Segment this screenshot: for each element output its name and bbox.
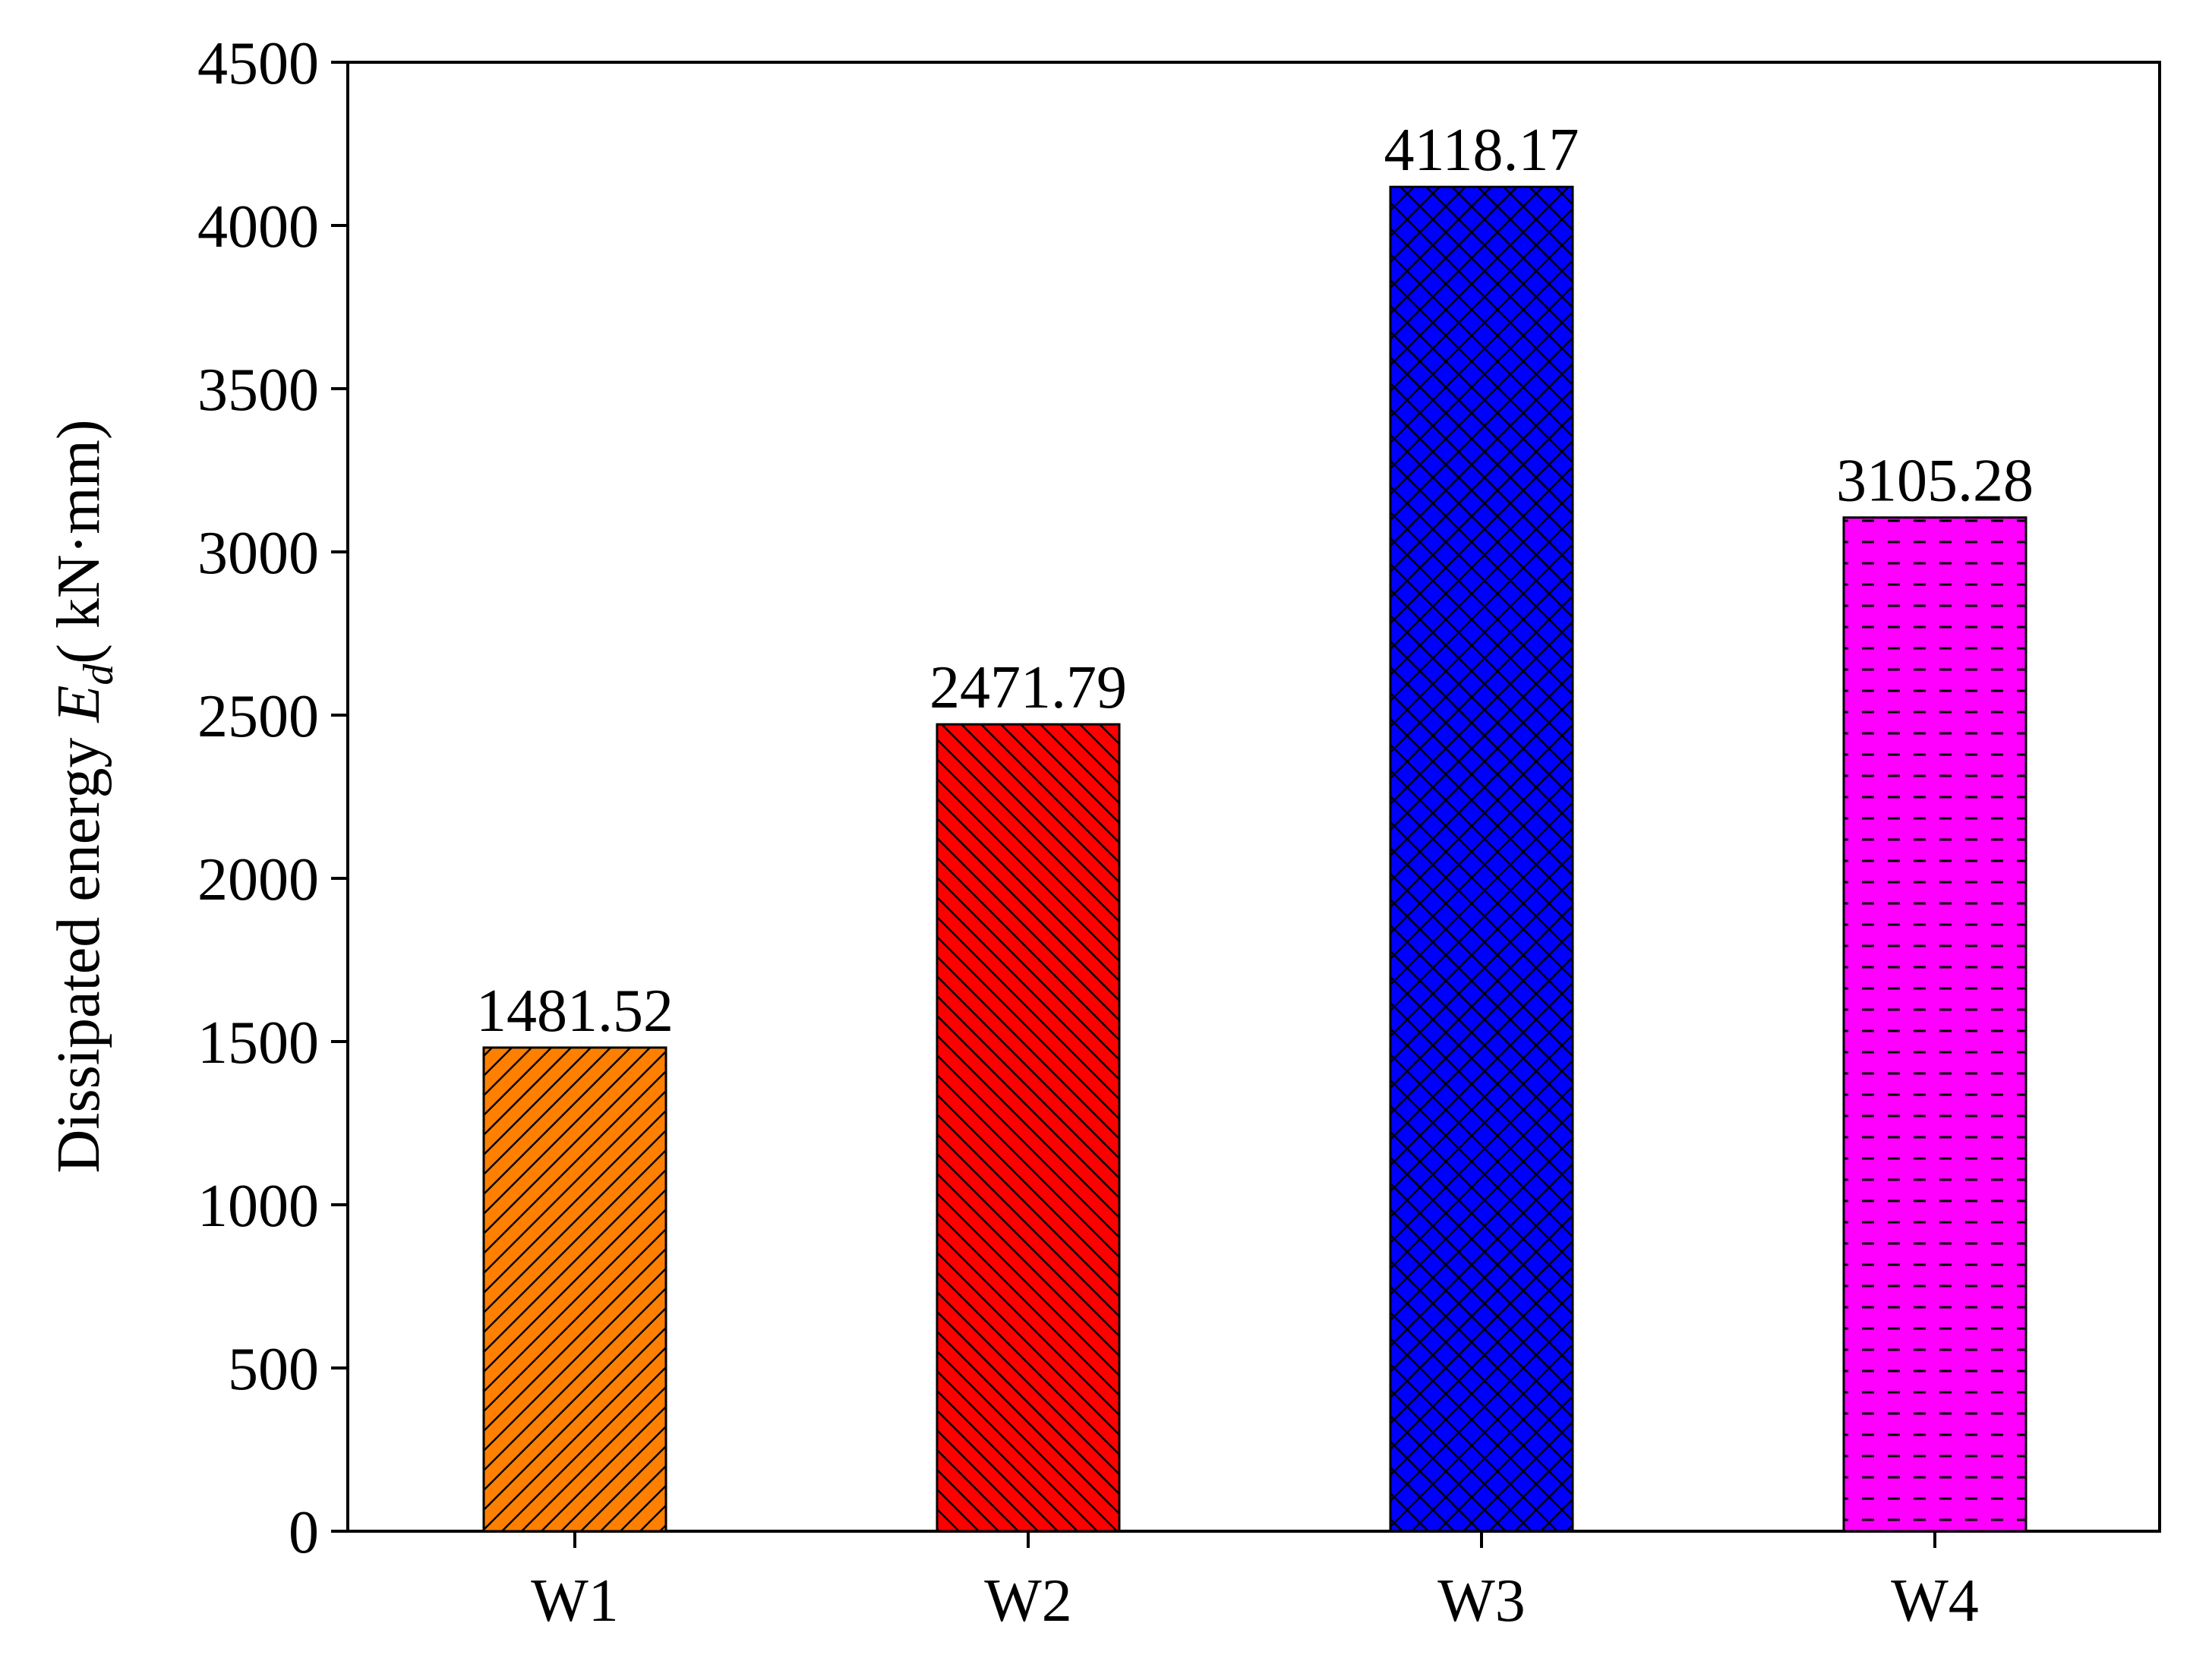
y-axis-label-symbol: E bbox=[46, 686, 112, 723]
bar-w4 bbox=[1842, 516, 2027, 1533]
bar-w3 bbox=[1389, 185, 1574, 1533]
x-tick-label-w1: W1 bbox=[531, 1568, 619, 1634]
bar-w2 bbox=[936, 723, 1121, 1533]
plot-area-frame bbox=[346, 61, 2161, 1533]
value-labels-group: 1481.52 2471.79 4118.17 3105.28 bbox=[476, 117, 2034, 1045]
y-tick-label: 500 bbox=[228, 1336, 319, 1403]
y-tick-label: 1000 bbox=[197, 1173, 319, 1240]
y-axis-label-unit: ( kN·mm) bbox=[46, 420, 112, 664]
x-tick-label-w3: W3 bbox=[1437, 1568, 1526, 1634]
y-axis-label-subscript: d bbox=[75, 663, 122, 686]
y-tick-label: 4500 bbox=[197, 30, 319, 97]
bars-group bbox=[482, 185, 2027, 1533]
y-tick-label: 1500 bbox=[197, 1010, 319, 1076]
y-axis: 0 500 1000 1500 2000 2500 3000 3500 4000 4500 bbox=[197, 30, 348, 1566]
y-axis-label: Dissipated energy Ed( kN·mm) bbox=[46, 420, 122, 1174]
data-label-w2: 2471.79 bbox=[929, 654, 1127, 721]
x-tick-label-w4: W4 bbox=[1891, 1568, 1979, 1634]
data-label-w3: 4118.17 bbox=[1384, 117, 1579, 184]
bar-w1 bbox=[482, 1046, 667, 1533]
y-tick-label: 2500 bbox=[197, 683, 319, 750]
y-axis-label-prefix: Dissipated energy bbox=[46, 723, 112, 1174]
y-tick-label: 2000 bbox=[197, 846, 319, 913]
data-label-w4: 3105.28 bbox=[1836, 448, 2034, 515]
y-tick-label: 3500 bbox=[197, 357, 319, 424]
data-label-w1: 1481.52 bbox=[476, 978, 674, 1045]
y-tick-label: 3000 bbox=[197, 520, 319, 587]
y-tick-label: 4000 bbox=[197, 194, 319, 260]
y-tick-label: 0 bbox=[289, 1499, 319, 1566]
x-axis: W1 W2 W3 W4 bbox=[531, 1531, 1979, 1634]
x-tick-label-w2: W2 bbox=[984, 1568, 1072, 1634]
